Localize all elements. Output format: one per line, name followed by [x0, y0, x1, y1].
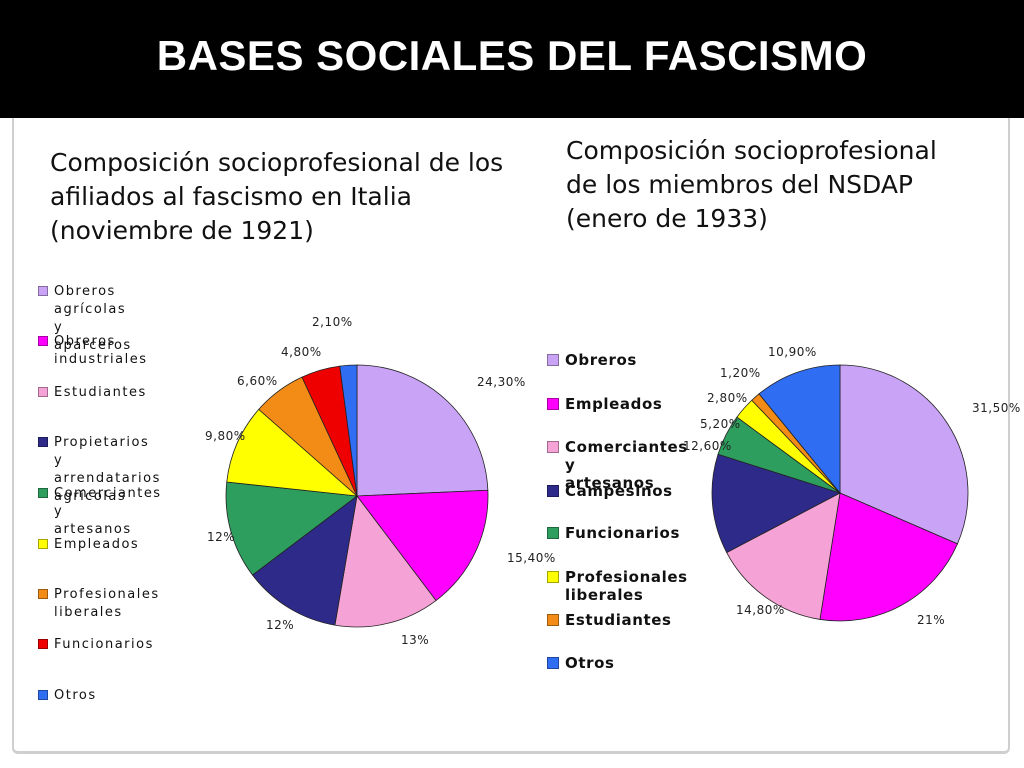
pie-italy-slice-3	[334, 495, 437, 628]
legend-swatch	[547, 657, 559, 669]
legend-nsdap-item-1: Obreros	[547, 351, 637, 369]
legend-label: Profesionales liberales	[54, 587, 160, 620]
legend-nsdap-item-5: Funcionarios	[547, 524, 680, 542]
legend-italy-item-1: Obreros agrícolas y aparceros	[38, 283, 132, 355]
legend-swatch	[38, 387, 48, 397]
pie-italy-label-9: 2,10%	[312, 315, 353, 329]
pie-italy-label-2: 15,40%	[507, 551, 556, 565]
legend-label: Comerciantes y artesanos	[54, 486, 162, 537]
legend-italy-item-9: Otros	[38, 687, 97, 705]
legend-label: Funcionarios	[54, 637, 154, 652]
legend-swatch	[38, 488, 48, 498]
legend-swatch	[547, 527, 559, 539]
legend-nsdap-item-4: Campesinos	[547, 482, 673, 500]
legend-italy-item-6: Empleados	[38, 536, 139, 554]
legend-label: Otros	[54, 688, 97, 703]
legend-label: Otros	[565, 654, 615, 672]
legend-label: Empleados	[54, 537, 140, 552]
legend-swatch	[38, 336, 48, 346]
chart-title-nsdap: Composición socioprofesional de los miemb…	[566, 134, 937, 236]
pie-nsdap-slice-2	[819, 492, 958, 622]
legend-nsdap-item-3: Comerciantes y artesanos	[547, 438, 688, 492]
pie-italy-slice-2	[356, 489, 489, 602]
legend-nsdap-item-2: Empleados	[547, 395, 662, 413]
legend-italy-item-4: Propietarios y arrendatarios agrícolas	[38, 434, 161, 506]
pie-italy-label-3: 13%	[401, 633, 429, 647]
pie-nsdap-label-2: 21%	[917, 613, 945, 627]
legend-label: Campesinos	[565, 482, 673, 500]
legend-label: Empleados	[565, 395, 663, 413]
legend-italy-item-8: Funcionarios	[38, 636, 154, 654]
pie-italy-label-8: 4,80%	[281, 345, 322, 359]
chart-title-nsdap-line-1: Composición socioprofesional	[566, 136, 937, 165]
legend-swatch	[38, 589, 48, 599]
pie-italy-label-5: 12%	[207, 530, 235, 544]
legend-italy-item-2: Obreros industriales	[38, 333, 148, 369]
pie-nsdap-slice-3	[726, 492, 841, 620]
legend-swatch	[547, 614, 559, 626]
chart-title-italy: Composición socioprofesional de los afili…	[50, 146, 503, 248]
legend-label: Obreros agrícolas y aparceros	[54, 284, 132, 353]
chart-title-italy-line-2: afiliados al fascismo en Italia	[50, 182, 412, 211]
chart-title-nsdap-line-2: de los miembros del NSDAP	[566, 170, 914, 199]
pie-italy-slice-6	[226, 408, 359, 497]
pie-italy-slice-1	[356, 364, 489, 497]
pie-nsdap-slice-8	[758, 364, 841, 495]
pie-italy-label-6: 9,80%	[205, 429, 246, 443]
legend-swatch	[38, 690, 48, 700]
legend-nsdap-item-8: Otros	[547, 654, 615, 672]
pie-italy-slice-4	[251, 495, 358, 626]
legend-swatch	[547, 441, 559, 453]
legend-label: Comerciantes y artesanos	[565, 438, 688, 492]
legend-nsdap-item-6: Profesionales liberales	[547, 568, 688, 604]
pie-italy-slice-5	[225, 481, 359, 576]
legend-swatch	[38, 286, 48, 296]
legend-swatch	[547, 571, 559, 583]
pie-italy-slice-9	[339, 364, 358, 497]
legend-label: Obreros industriales	[54, 334, 148, 367]
legend-italy-item-5: Comerciantes y artesanos	[38, 485, 162, 539]
title-bar: BASES SOCIALES DEL FASCISMO	[0, 0, 1024, 118]
pie-nsdap-label-8: 10,90%	[768, 345, 817, 359]
page-title: BASES SOCIALES DEL FASCISMO	[156, 32, 868, 79]
legend-swatch	[38, 539, 48, 549]
legend-label: Propietarios y arrendatarios agrícolas	[54, 435, 161, 504]
pie-nsdap-label-7: 1,20%	[720, 366, 761, 380]
chart-title-italy-line-1: Composición socioprofesional de los	[50, 148, 504, 177]
pie-nsdap-label-5: 5,20%	[700, 417, 741, 431]
pie-italy-label-1: 24,30%	[477, 375, 526, 389]
pie-nsdap-label-3: 14,80%	[736, 603, 785, 617]
pie-nsdap-label-6: 2,80%	[707, 391, 748, 405]
legend-nsdap-item-7: Estudiantes	[547, 611, 672, 629]
legend-swatch	[38, 639, 48, 649]
chart-title-nsdap-line-3: (enero de 1933)	[566, 204, 768, 233]
pie-nsdap-label-1: 31,50%	[972, 401, 1021, 415]
legend-label: Funcionarios	[565, 524, 680, 542]
legend-swatch	[547, 485, 559, 497]
legend-italy-item-3: Estudiantes	[38, 384, 147, 402]
legend-swatch	[547, 354, 559, 366]
pie-nsdap-slice-4	[711, 453, 842, 554]
pie-nsdap-slice-1	[839, 364, 969, 545]
chart-title-italy-line-3: (noviembre de 1921)	[50, 216, 314, 245]
legend-label: Obreros	[565, 351, 637, 369]
legend-label: Estudiantes	[565, 611, 672, 629]
legend-label: Estudiantes	[54, 385, 147, 400]
pie-nsdap-label-4: 12,60%	[683, 439, 732, 453]
legend-swatch	[38, 437, 48, 447]
legend-swatch	[547, 398, 559, 410]
legend-italy-item-7: Profesionales liberales	[38, 586, 160, 622]
pie-italy-label-7: 6,60%	[237, 374, 278, 388]
legend-label: Profesionales liberales	[565, 568, 688, 604]
pie-italy-label-4: 12%	[266, 618, 294, 632]
